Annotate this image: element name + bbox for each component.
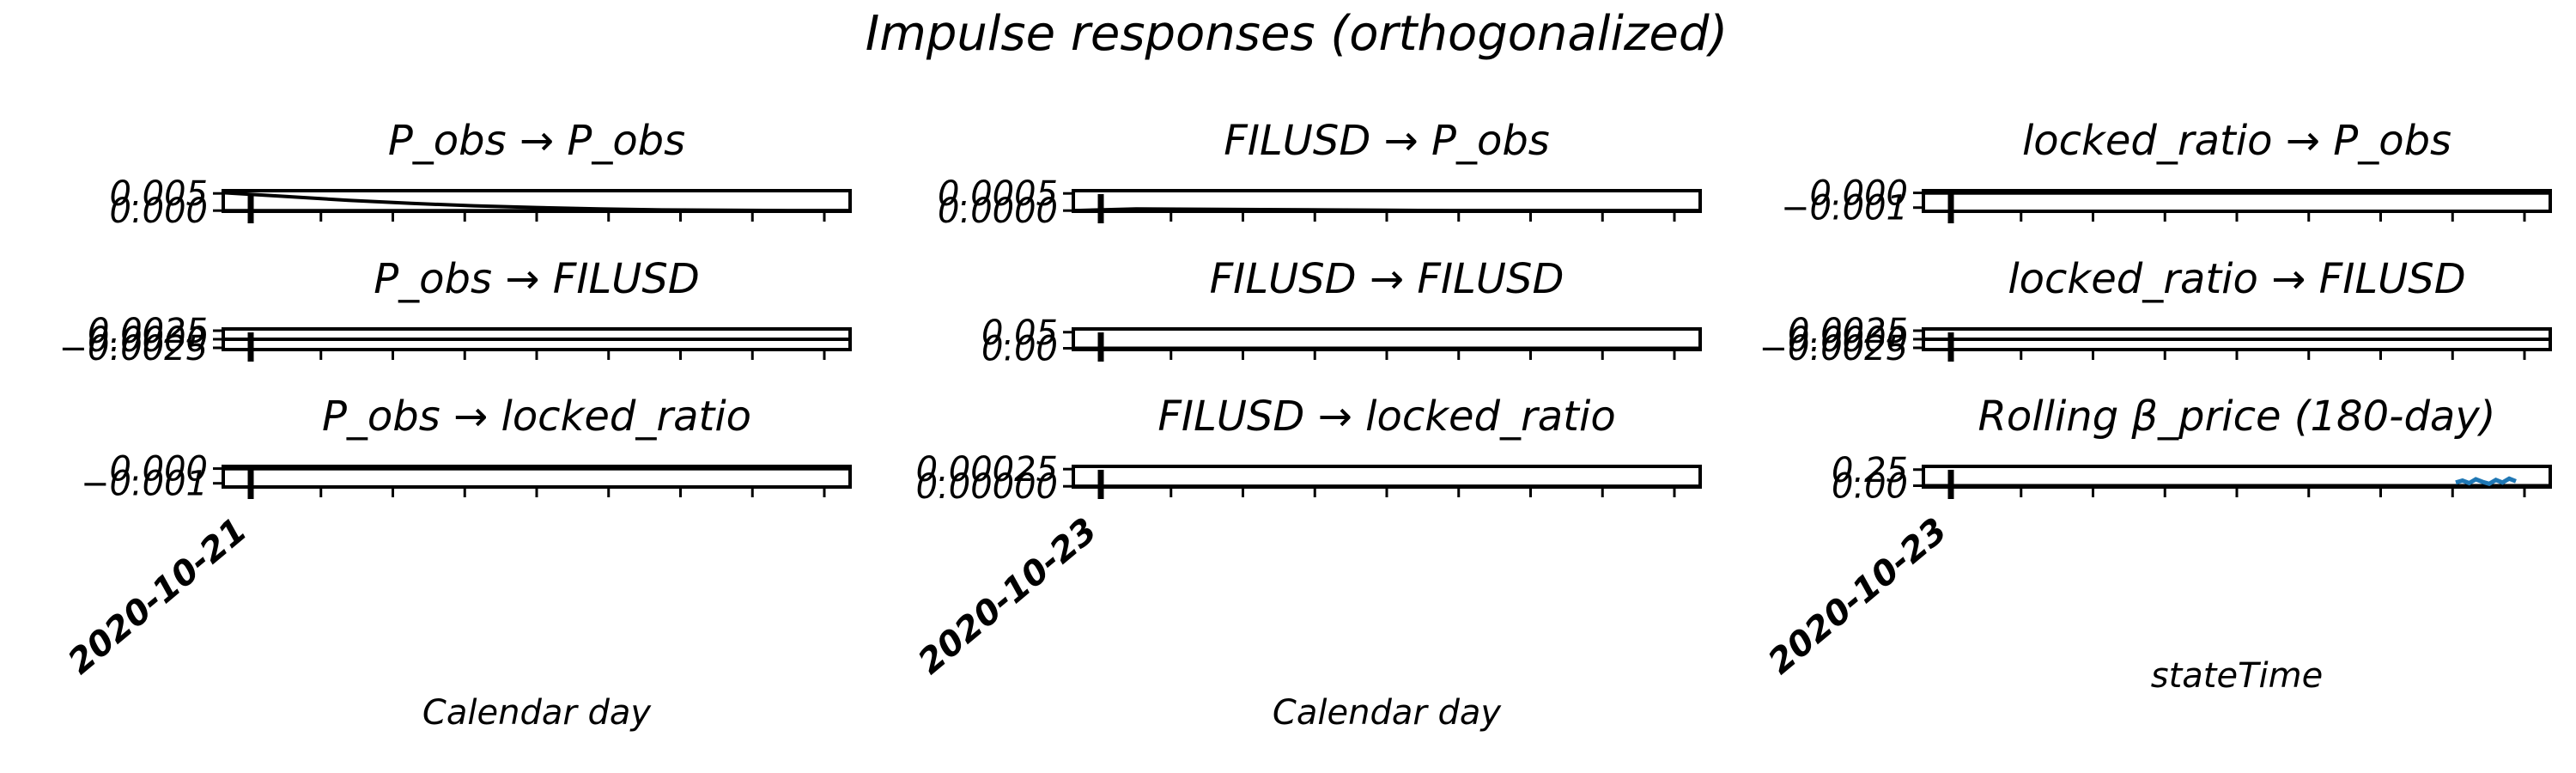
y-tick-label: 0.00000 — [916, 467, 1058, 507]
subplot-5: FILUSD → FILUSD 0.000.05 — [981, 255, 1702, 369]
subplot-title: FILUSD → P_obs — [1224, 117, 1550, 165]
y-tick-label: 0.0000 — [938, 192, 1058, 231]
subplot-9: Rolling β_price (180-day) 0.000.25 2020-10… — [1761, 393, 2552, 696]
axes-frame — [1072, 189, 1702, 213]
y-tick-label: −0.001 — [81, 465, 208, 504]
y-tick-label: 0.25 — [1832, 451, 1908, 490]
y-tick-label: 0.000 — [1809, 174, 1908, 214]
x-tick-label: 2020-10-21 — [61, 510, 255, 682]
subplot-title: P_obs → locked_ratio — [322, 393, 751, 441]
axes-frame — [1072, 327, 1702, 351]
y-tick-label: 0.000 — [109, 450, 208, 490]
y-tick-label: 0.00025 — [916, 450, 1058, 490]
x-axis-label: stateTime — [2151, 656, 2323, 696]
y-tick-label: 0.0025 — [1788, 312, 1908, 351]
axes-frame — [1072, 465, 1702, 489]
y-tick-label: 0.0000 — [88, 320, 208, 360]
y-tick-label: −0.0025 — [1759, 329, 1908, 368]
y-tick-label: 0.0025 — [88, 312, 208, 351]
subplot-title: locked_ratio → P_obs — [2022, 117, 2451, 165]
y-tick-label: 0.00 — [1832, 467, 1908, 507]
subplot-2: FILUSD → P_obs 0.00000.0005 — [938, 117, 1702, 231]
subplot-title: P_obs → FILUSD — [374, 255, 700, 303]
y-tick-label: 0.05 — [981, 313, 1058, 353]
y-tick-label: 0.0005 — [938, 174, 1058, 214]
series-line — [1072, 207, 1700, 213]
subplot-title: FILUSD → FILUSD — [1210, 255, 1564, 303]
x-axis-label: Calendar day — [1273, 693, 1502, 733]
x-axis-label: Calendar day — [422, 693, 652, 733]
figure-title: Impulse responses (orthogonalized) — [866, 6, 1728, 62]
subplot-title: FILUSD → locked_ratio — [1157, 393, 1615, 441]
series-line — [222, 191, 850, 213]
y-tick-label: −0.001 — [1781, 189, 1908, 228]
subplot-1: P_obs → P_obs 0.0000.005 — [109, 117, 852, 231]
x-tick-label: 2020-10-23 — [911, 510, 1105, 682]
y-tick-label: −0.0025 — [59, 329, 208, 368]
series-line — [2455, 476, 2517, 487]
subplot-title: P_obs → P_obs — [388, 117, 685, 165]
y-tick-label: 0.00 — [981, 330, 1058, 369]
subplot-title: locked_ratio → FILUSD — [2008, 255, 2465, 303]
y-tick-label: 0.0000 — [1788, 320, 1908, 360]
y-tick-label: 0.000 — [109, 192, 208, 231]
y-tick-label: 0.005 — [109, 174, 208, 214]
subplot-title: Rolling β_price (180-day) — [1978, 393, 2496, 441]
x-tick-label: 2020-10-23 — [1761, 510, 1955, 682]
